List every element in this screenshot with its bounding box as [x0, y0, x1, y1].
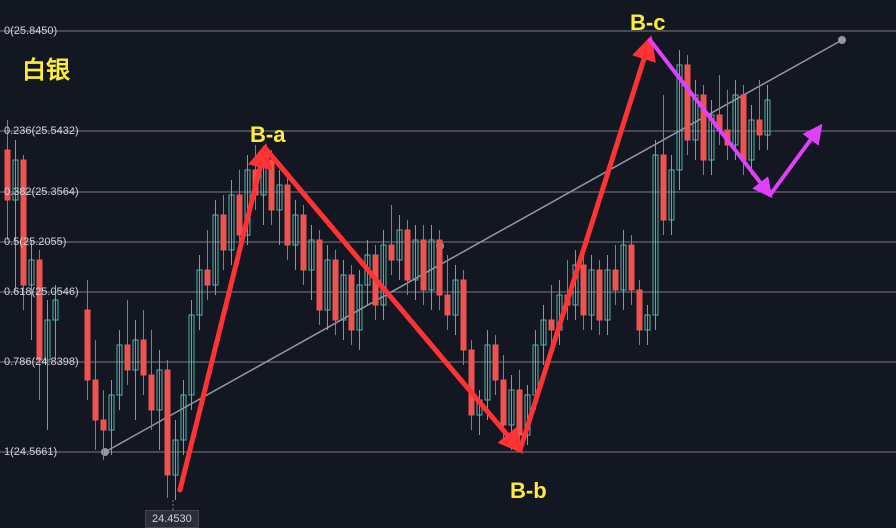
wave-label: B-a: [250, 122, 285, 148]
wave-label: B-b: [510, 478, 547, 504]
fib-label: 0.618(25.0546): [4, 286, 79, 298]
price-chart[interactable]: 白银 0(25.8450) 0.236(25.5432) 0.382(25.3564…: [0, 0, 896, 528]
fib-label: 0.236(25.5432): [4, 125, 79, 137]
chart-title: 白银: [22, 50, 70, 85]
fib-label: 0.382(25.3564): [4, 186, 79, 198]
price-marker: 24.4530: [145, 510, 199, 528]
fib-label: 0(25.8450): [4, 25, 57, 37]
fib-label: 0.5(25.2055): [4, 236, 66, 248]
fib-label: 0.786(24.8398): [4, 356, 79, 368]
wave-label: B-c: [630, 10, 665, 36]
chart-canvas: [0, 0, 896, 528]
fib-label: 1(24.5661): [4, 446, 57, 458]
